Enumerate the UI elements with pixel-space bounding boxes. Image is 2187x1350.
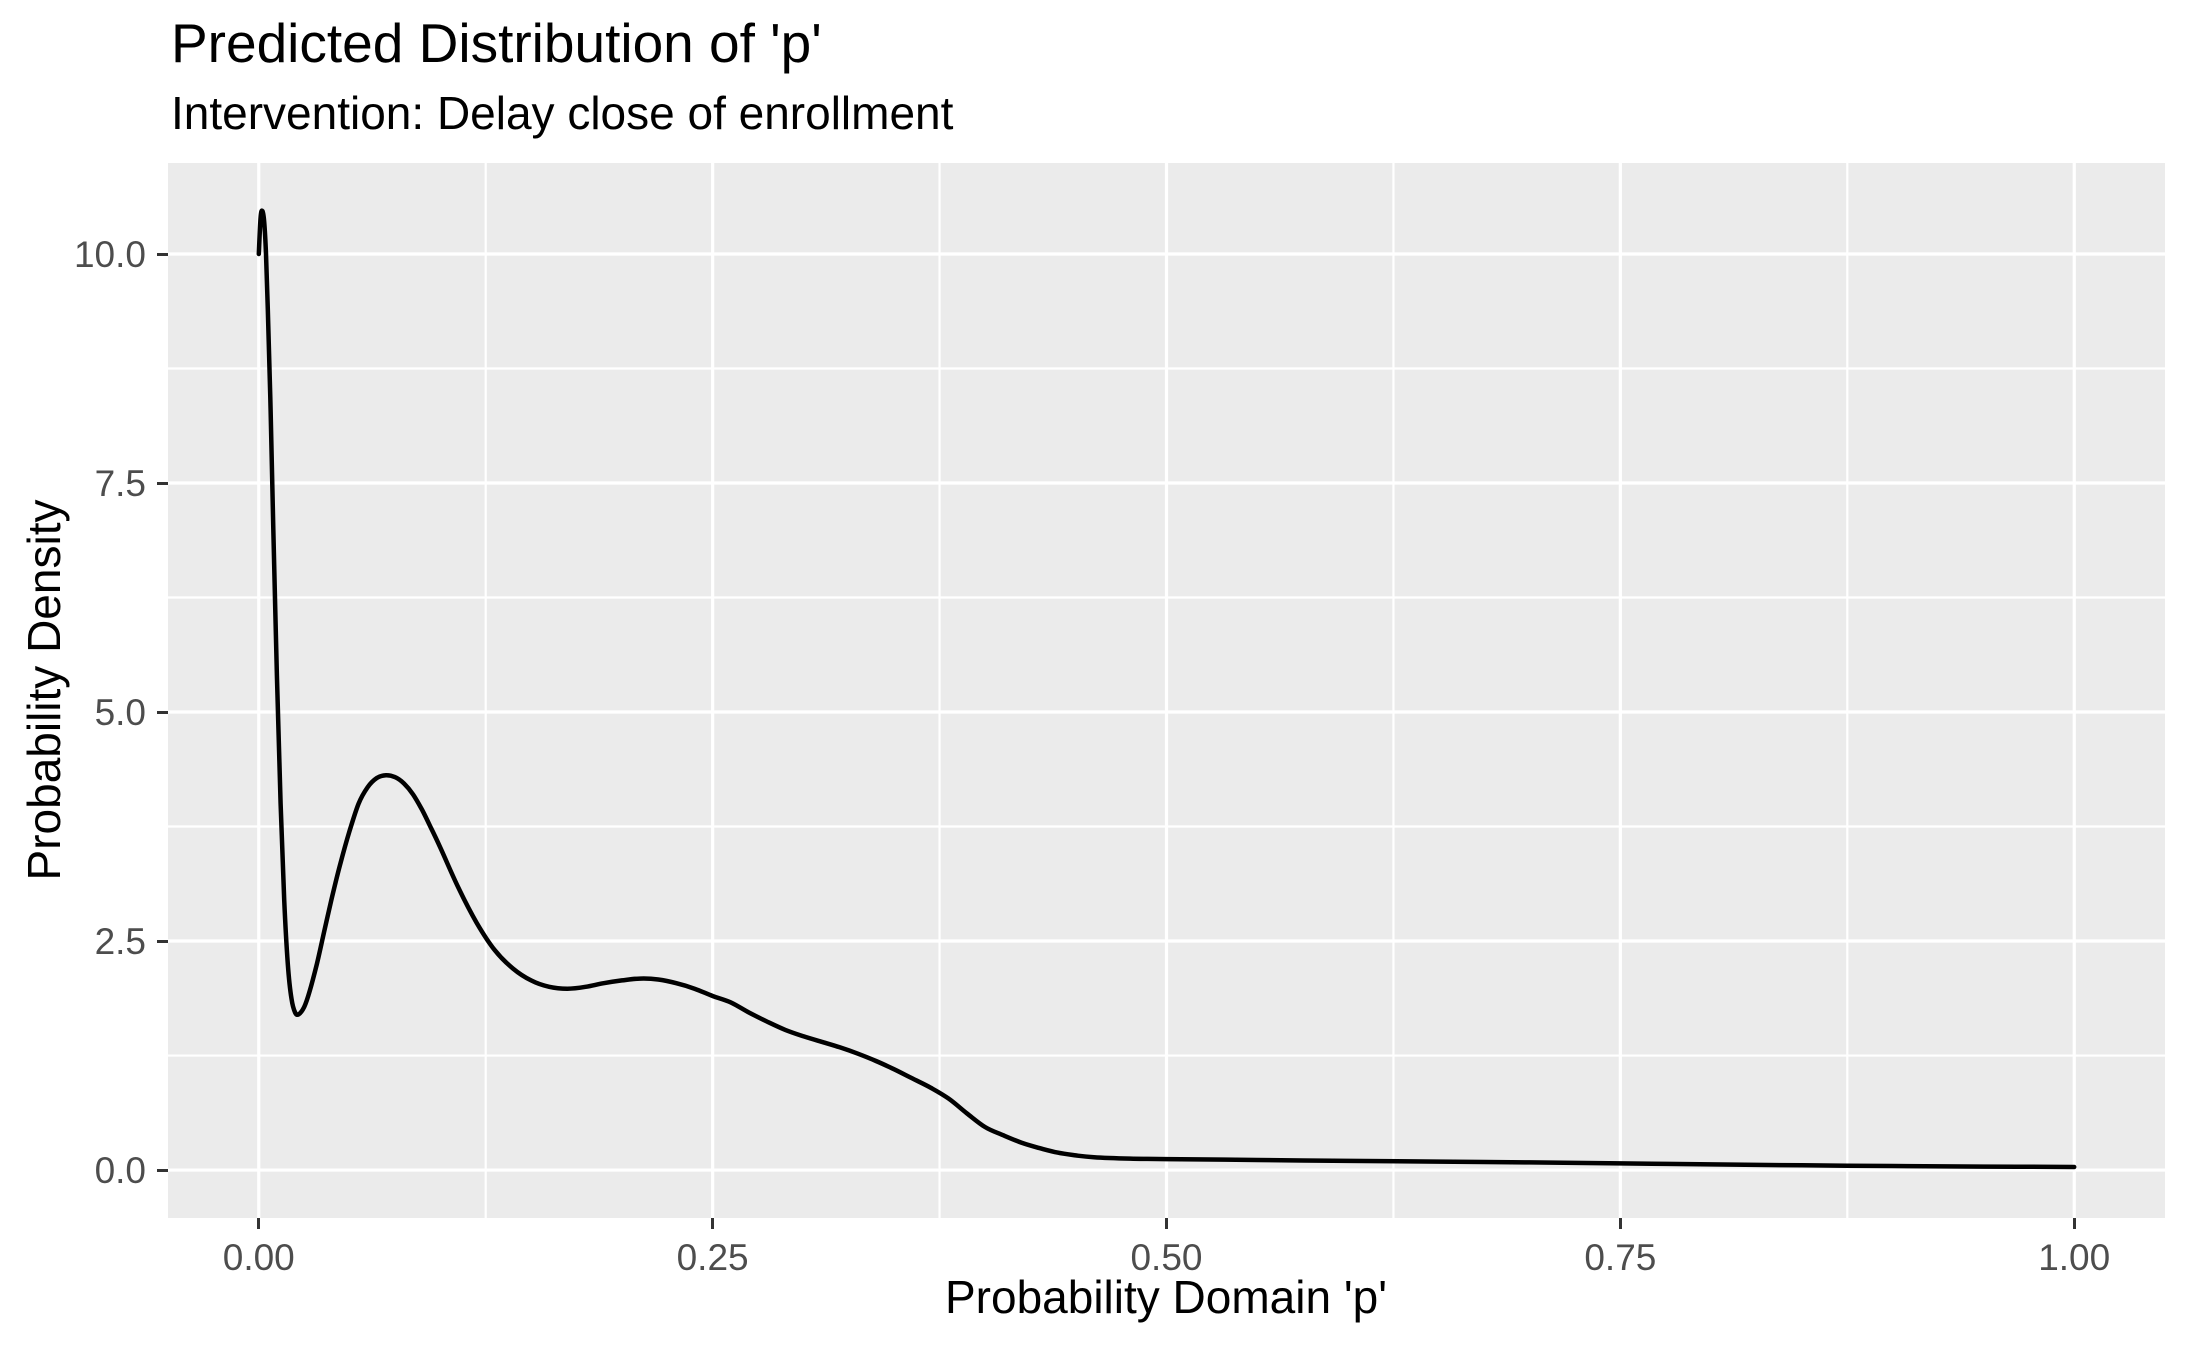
y-axis-tick-mark — [157, 252, 168, 256]
plot-panel — [168, 163, 2165, 1218]
x-axis-tick-label: 0.00 — [222, 1237, 295, 1278]
chart-subtitle: Intervention: Delay close of enrollment — [171, 87, 954, 139]
x-axis-tick-label: 0.50 — [1130, 1237, 1203, 1278]
density-curve — [256, 208, 2077, 1170]
x-axis-tick-mark — [257, 1218, 261, 1229]
y-axis-tick-mark — [157, 481, 168, 485]
chart-title: Predicted Distribution of 'p' — [171, 12, 822, 74]
x-axis-tick-mark — [1618, 1218, 1622, 1229]
x-axis-tick-mark — [1165, 1218, 1168, 1229]
x-axis-tick-label: 0.25 — [676, 1237, 749, 1278]
y-axis-tick-label: 0.0 — [94, 1150, 146, 1192]
x-axis-title: Probability Domain 'p' — [945, 1271, 1387, 1323]
y-axis-tick-mark — [157, 939, 168, 943]
x-axis-tick-mark — [711, 1218, 715, 1229]
y-axis-tick-label: 7.5 — [94, 463, 146, 505]
y-axis-tick-label: 10.0 — [73, 234, 146, 275]
y-axis-tick-mark — [157, 1168, 168, 1172]
y-axis-tick-mark — [157, 710, 168, 714]
y-axis-tick-label: 5.0 — [94, 692, 146, 734]
plot-panel-canvas — [168, 163, 2165, 1218]
x-axis-tick-label: 1.00 — [2038, 1237, 2111, 1278]
x-axis-tick-label: 0.75 — [1584, 1237, 1657, 1278]
y-axis-tick-label: 2.5 — [94, 921, 146, 963]
x-axis-tick-mark — [2072, 1218, 2076, 1229]
